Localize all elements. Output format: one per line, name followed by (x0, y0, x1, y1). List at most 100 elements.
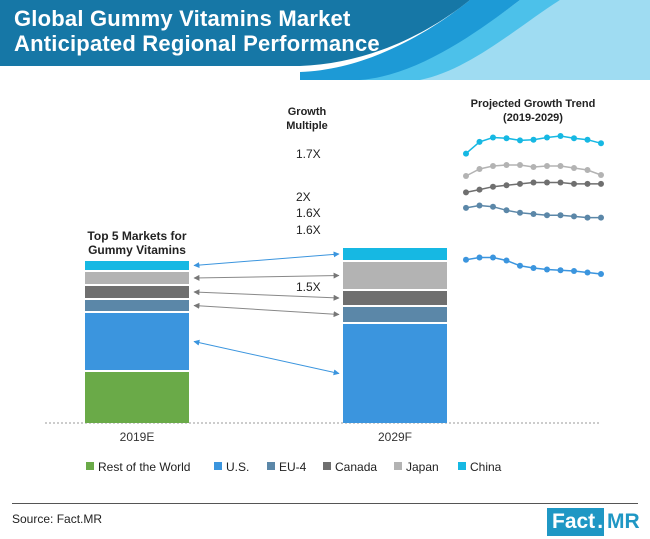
factmr-logo: Fact . MR (547, 508, 640, 536)
banner-wave-mid (350, 0, 560, 80)
growth-arrow-canada (193, 289, 340, 301)
trend-point-japan-2 (476, 166, 483, 172)
trend-point-canada-11 (598, 180, 604, 187)
trend-point-canada-4 (503, 182, 510, 189)
trend-point-japan-9 (571, 165, 577, 171)
legend-label-u-s-: U.S. (226, 460, 249, 474)
category-label-2029F: 2029F (378, 430, 412, 444)
legend-label-canada: Canada (335, 460, 377, 474)
legend-label-rest-of-the-world: Rest of the World (98, 460, 190, 474)
bar-2029F-japan (343, 262, 447, 289)
legend-swatch-japan (394, 462, 402, 470)
bar-2019E-japan (85, 272, 189, 284)
footer-divider (12, 503, 638, 504)
left-heading-line-2: Gummy Vitamins (88, 243, 186, 257)
trend-point-u-s--5 (517, 262, 523, 269)
trend-point-china-4 (503, 135, 510, 142)
growth-arrow-u-s- (193, 339, 340, 376)
bar-2019E-china (85, 261, 189, 270)
bar-2019E-canada (85, 286, 189, 298)
trend-point-china-9 (571, 135, 577, 142)
trend-point-china-2 (476, 138, 483, 145)
trend-point-u-s--3 (490, 254, 496, 261)
legend-swatch-canada (323, 462, 331, 470)
bar-2029F-u-s- (343, 324, 447, 423)
legend-label-japan: Japan (406, 460, 439, 474)
logo-text-mr: MR (604, 508, 640, 536)
trend-point-japan-3 (490, 163, 496, 169)
growth-arrow-china (193, 251, 340, 269)
bar-2029F-canada (343, 291, 447, 305)
trend-point-japan-1 (463, 173, 469, 179)
trend-point-eu-4-3 (490, 203, 496, 210)
trend-point-canada-1 (463, 189, 469, 196)
title-banner (0, 0, 650, 80)
trend-point-u-s--1 (463, 256, 469, 263)
logo-text-dot: . (597, 508, 605, 536)
growth-label-u-s-: 1.5X (296, 280, 321, 294)
bar-2029F-china (343, 248, 447, 260)
trend-point-japan-5 (517, 162, 523, 168)
trend-point-china-5 (517, 137, 523, 144)
trend-heading-line-2: (2019-2029) (503, 112, 563, 124)
title-line-1: Global Gummy Vitamins Market (14, 6, 351, 31)
trend-point-u-s--4 (503, 257, 510, 264)
trend-point-eu-4-7 (544, 212, 550, 219)
bar-2019E-eu-4 (85, 300, 189, 311)
trend-point-u-s--2 (476, 254, 483, 261)
legend-swatch-eu-4 (267, 462, 275, 470)
bar-2019E-rest-of-the-world (85, 372, 189, 423)
trend-point-japan-8 (557, 163, 564, 169)
trend-point-china-3 (490, 134, 496, 141)
trend-point-eu-4-5 (517, 209, 523, 216)
trend-point-canada-5 (517, 180, 523, 187)
legend-label-china: China (470, 460, 502, 474)
legend-swatch-rest-of-the-world (86, 462, 94, 470)
trend-point-china-1 (463, 150, 469, 157)
growth-arrow-japan (193, 272, 340, 281)
banner-wave-dark (300, 0, 520, 80)
trend-point-canada-8 (557, 179, 564, 186)
trend-point-canada-6 (530, 179, 537, 186)
logo-text-fact: Fact (547, 508, 598, 536)
trend-point-japan-7 (544, 163, 550, 169)
trend-point-japan-10 (584, 167, 591, 173)
source-note: Source: Fact.MR (12, 512, 103, 526)
legend-swatch-china (458, 462, 466, 470)
left-heading-line-1: Top 5 Markets for (87, 229, 186, 243)
trend-point-japan-6 (530, 164, 537, 170)
trend-point-china-11 (598, 140, 604, 147)
trend-point-u-s--9 (571, 268, 577, 274)
trend-point-china-8 (557, 133, 564, 139)
trend-point-u-s--10 (584, 269, 591, 276)
trend-point-japan-11 (598, 172, 604, 178)
trend-point-canada-9 (571, 180, 577, 187)
trend-point-canada-7 (544, 179, 550, 186)
title-line-2: Anticipated Regional Performance (14, 31, 380, 56)
trend-point-eu-4-11 (598, 214, 604, 221)
bar-2029F-eu-4 (343, 307, 447, 322)
growth-heading-line-1: Growth (288, 106, 327, 118)
growth-label-china: 1.7X (296, 147, 321, 161)
growth-heading-line-2: Multiple (286, 120, 328, 132)
trend-point-eu-4-4 (503, 207, 510, 214)
growth-label-eu-4: 1.6X (296, 223, 321, 237)
trend-heading-line-1: Projected Growth Trend (471, 98, 596, 110)
trend-point-canada-3 (490, 183, 496, 190)
legend-swatch-u-s- (214, 462, 222, 470)
trend-point-china-6 (530, 136, 537, 143)
bar-2019E-u-s- (85, 313, 189, 370)
trend-point-u-s--6 (530, 265, 537, 271)
legend-label-eu-4: EU-4 (279, 460, 307, 474)
trend-point-canada-10 (584, 180, 591, 187)
trend-point-china-10 (584, 136, 591, 143)
trend-point-eu-4-1 (463, 204, 469, 211)
trend-point-eu-4-9 (571, 213, 577, 220)
trend-point-eu-4-10 (584, 214, 591, 221)
growth-label-japan: 2X (296, 190, 311, 204)
trend-point-japan-4 (503, 162, 510, 168)
trend-point-eu-4-2 (476, 202, 483, 209)
growth-label-canada: 1.6X (296, 206, 321, 220)
trend-point-eu-4-6 (530, 211, 537, 217)
